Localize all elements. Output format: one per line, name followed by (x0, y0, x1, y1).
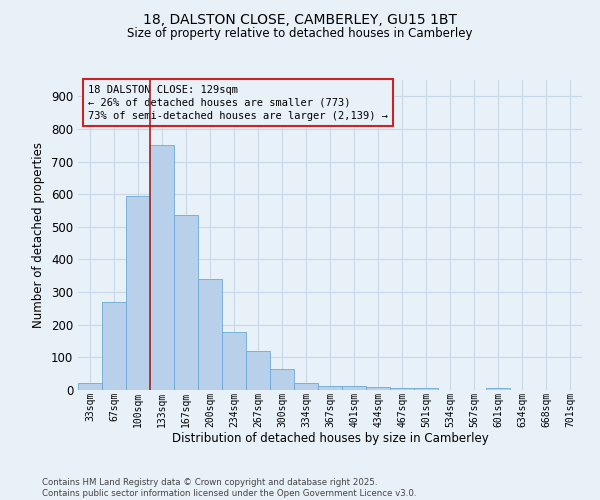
Y-axis label: Number of detached properties: Number of detached properties (32, 142, 46, 328)
Bar (318, 386, 342, 390)
Bar (342, 386, 366, 390)
Bar (486, 388, 510, 390)
Bar (174, 216, 198, 390)
Bar (366, 388, 390, 390)
Bar (390, 388, 414, 390)
Text: 18 DALSTON CLOSE: 129sqm
← 26% of detached houses are smaller (773)
73% of semi-: 18 DALSTON CLOSE: 129sqm ← 26% of detach… (88, 84, 388, 121)
X-axis label: Distribution of detached houses by size in Camberley: Distribution of detached houses by size … (172, 432, 488, 445)
Bar (126, 196, 150, 390)
Text: Contains HM Land Registry data © Crown copyright and database right 2025.
Contai: Contains HM Land Registry data © Crown c… (42, 478, 416, 498)
Text: 18, DALSTON CLOSE, CAMBERLEY, GU15 1BT: 18, DALSTON CLOSE, CAMBERLEY, GU15 1BT (143, 12, 457, 26)
Bar (102, 302, 126, 390)
Bar (198, 279, 222, 390)
Bar (78, 383, 102, 390)
Bar (246, 352, 270, 390)
Bar (150, 146, 174, 390)
Text: Size of property relative to detached houses in Camberley: Size of property relative to detached ho… (127, 28, 473, 40)
Bar (294, 383, 318, 390)
Bar (270, 369, 294, 390)
Bar (414, 388, 438, 390)
Bar (222, 332, 246, 390)
